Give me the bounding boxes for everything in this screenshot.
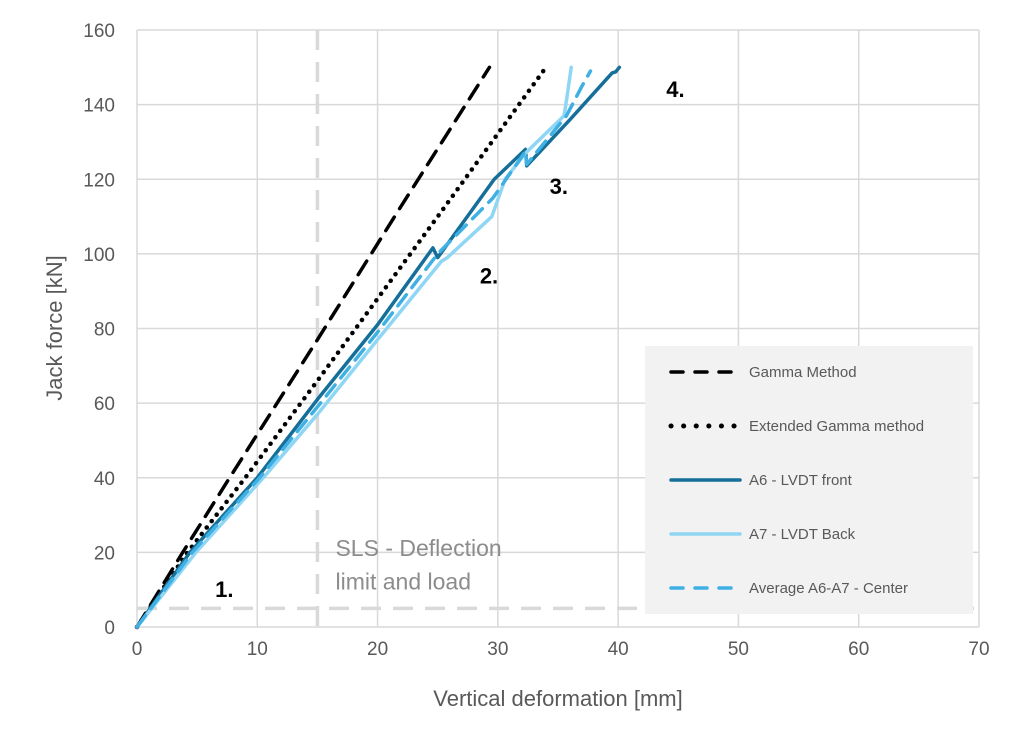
x-tick-label: 0 [132, 639, 143, 660]
y-tick-label: 160 [83, 21, 115, 42]
series-line-4 [135, 69, 593, 629]
y-tick-label: 120 [83, 170, 115, 191]
y-tick-label: 0 [104, 618, 115, 639]
x-tick-label: 30 [487, 639, 508, 660]
y-axis-label: Jack force [kN] [42, 255, 67, 400]
tick-labels: 0 10 20 30 40 50 60 70 0 20 40 60 80 100 120 140 160 [83, 21, 989, 660]
series-group [134, 65, 622, 630]
y-tick-label: 100 [83, 245, 115, 266]
series-line-0 [135, 65, 492, 629]
stage-annotation: 1. [215, 577, 233, 602]
stage-annotation: 2. [480, 264, 498, 289]
legend-label: A6 - LVDT front [749, 472, 853, 489]
series-line-2 [135, 65, 622, 629]
legend: Gamma Method Extended Gamma method A6 - LV… [645, 346, 973, 614]
x-tick-label: 60 [848, 639, 869, 660]
x-tick-label: 50 [728, 639, 749, 660]
sls-annotation: limit and load [335, 569, 471, 595]
legend-label: A7 - LVDT Back [749, 526, 856, 543]
stage-annotation: 4. [666, 77, 684, 102]
y-tick-label: 140 [83, 96, 115, 117]
legend-label: Gamma Method [749, 364, 857, 381]
y-tick-label: 80 [94, 320, 115, 341]
x-axis-label: Vertical deformation [mm] [433, 686, 682, 711]
series-line-3 [135, 65, 573, 629]
y-tick-label: 20 [94, 543, 115, 564]
x-tick-label: 20 [367, 639, 388, 660]
x-tick-label: 10 [247, 639, 268, 660]
legend-label: Extended Gamma method [749, 418, 924, 435]
legend-label: Average A6-A7 - Center [749, 580, 908, 597]
x-tick-label: 70 [968, 639, 989, 660]
annotations: 1. 2. 3. 4. SLS - Deflection limit and load [215, 77, 684, 602]
reference-lines [137, 30, 974, 627]
sls-annotation: SLS - Deflection [335, 535, 501, 561]
stage-annotation: 3. [550, 174, 568, 199]
x-tick-label: 40 [608, 639, 629, 660]
y-tick-label: 60 [94, 394, 115, 415]
y-tick-label: 40 [94, 469, 115, 490]
